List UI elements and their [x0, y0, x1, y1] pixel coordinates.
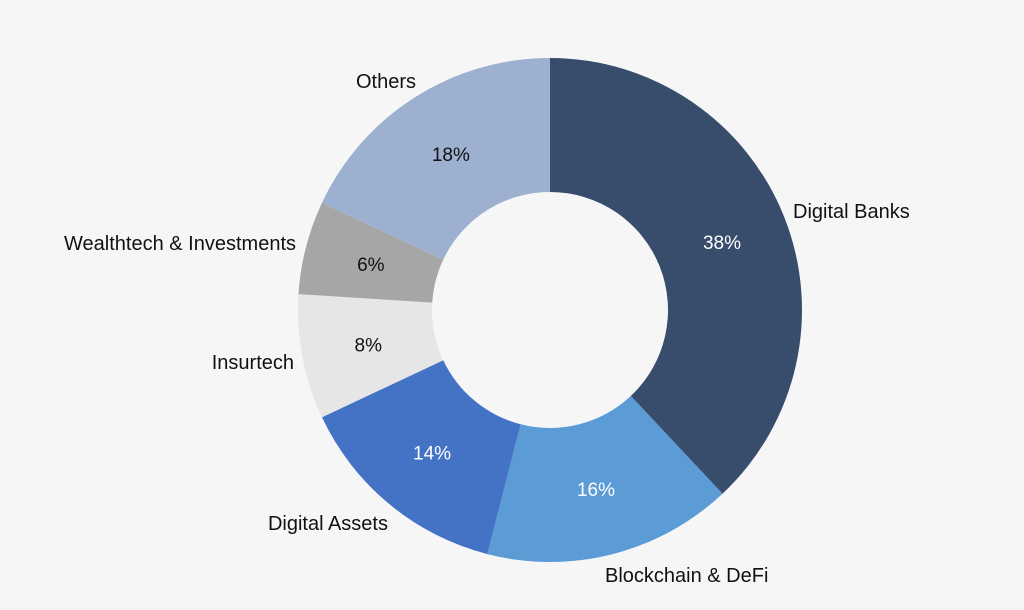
- percent-label: 6%: [357, 255, 385, 276]
- donut-slice-others: [321, 58, 550, 260]
- category-label: Others: [356, 71, 416, 93]
- slices-group: [298, 58, 803, 562]
- percent-labels-group: 38% 16% 14% 8% 6% 18%: [355, 145, 742, 501]
- donut-slice-insurtech: [298, 294, 444, 418]
- category-label: Wealthtech & Investments: [64, 233, 296, 255]
- percent-label: 38%: [703, 233, 741, 254]
- percent-label: 18%: [432, 145, 470, 166]
- category-label: Digital Banks: [793, 201, 910, 223]
- percent-label: 14%: [413, 444, 451, 465]
- donut-slice-blockchain-defi: [487, 396, 723, 562]
- category-label: Insurtech: [212, 352, 294, 374]
- donut-slice-digital-assets: [321, 360, 521, 555]
- donut-slice-wealthtech-investments: [298, 202, 444, 303]
- percent-label: 8%: [355, 336, 383, 357]
- category-labels-group: Digital Banks Blockchain & DeFi Digital As…: [64, 71, 910, 587]
- category-label: Blockchain & DeFi: [605, 565, 768, 587]
- percent-label: 16%: [577, 480, 615, 501]
- category-label: Digital Assets: [268, 513, 388, 535]
- donut-slice-digital-banks: [550, 58, 803, 494]
